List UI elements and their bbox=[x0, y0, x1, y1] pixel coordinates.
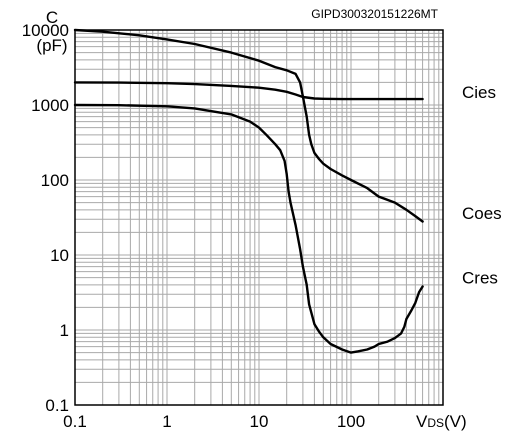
grid bbox=[75, 30, 443, 405]
series-labels: Cies Coes Cres bbox=[462, 83, 502, 288]
y-axis-title-symbol: C bbox=[46, 8, 58, 27]
x-tick-label: 1 bbox=[162, 412, 171, 431]
x-tick-label: 10 bbox=[250, 412, 269, 431]
y-tick-label: 1000 bbox=[31, 96, 69, 115]
x-axis-title-subscript: DS bbox=[427, 416, 444, 430]
plot-frame bbox=[74, 29, 444, 406]
x-tick-label: 0.1 bbox=[63, 412, 87, 431]
series-label-cres: Cres bbox=[462, 269, 498, 288]
series-label-coes: Coes bbox=[462, 204, 502, 223]
x-axis-title-symbol: V bbox=[416, 412, 428, 431]
series-line-cres bbox=[73, 103, 424, 354]
figure-code: GIPD300320151226MT bbox=[311, 7, 438, 21]
y-tick-label: 1 bbox=[60, 321, 69, 340]
series-line-cies bbox=[73, 81, 424, 101]
tick-labels: 0.1 1 10 100 0.1 1 10 100 1000 10000 bbox=[22, 21, 365, 431]
x-tick-label: 100 bbox=[337, 412, 365, 431]
y-tick-label: 10000 bbox=[22, 21, 69, 40]
series-line-coes bbox=[73, 28, 424, 223]
x-axis-title: VDS(V) bbox=[416, 412, 467, 431]
series-label-cies: Cies bbox=[462, 83, 496, 102]
x-axis-title-unit: (V) bbox=[444, 412, 467, 431]
y-tick-label: 0.1 bbox=[45, 396, 69, 415]
series-lines bbox=[73, 28, 424, 354]
y-tick-label: 100 bbox=[41, 171, 69, 190]
y-tick-label: 10 bbox=[50, 246, 69, 265]
y-axis-title-unit: (pF) bbox=[36, 36, 67, 55]
